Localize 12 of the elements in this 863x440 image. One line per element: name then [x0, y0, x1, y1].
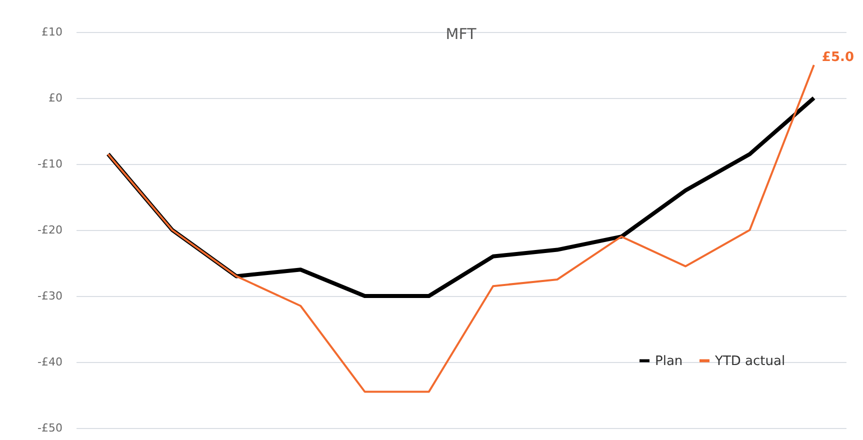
line-series [107, 64, 815, 393]
y-tick-label: -£10 [38, 158, 62, 170]
legend-label: Plan [655, 354, 683, 369]
legend-label: YTD actual [714, 354, 786, 369]
y-tick-label: £0 [48, 92, 62, 104]
y-tick-label: -£30 [38, 290, 62, 302]
y-tick-label: -£20 [38, 224, 62, 236]
y-tick-label: £10 [42, 26, 62, 38]
data-label: £5.0 [822, 50, 854, 65]
y-tick-label: -£50 [38, 422, 62, 434]
y-tick-label: -£40 [38, 356, 62, 368]
chart-title: MFT [446, 25, 478, 43]
